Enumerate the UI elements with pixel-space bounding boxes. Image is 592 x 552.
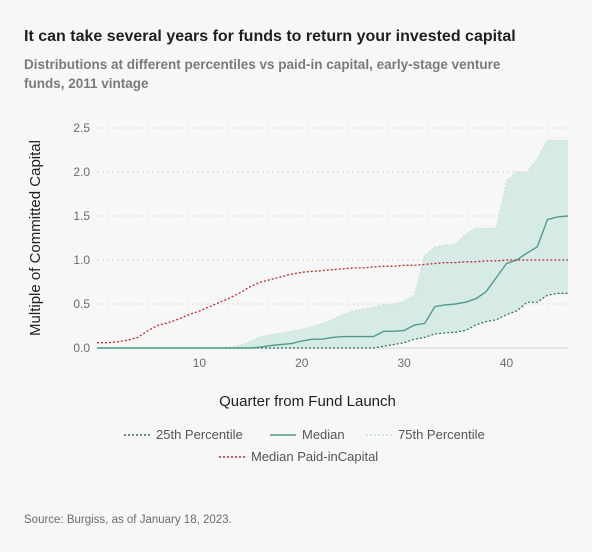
y-axis-label: Multiple of Committed Capital [27,140,44,336]
chart-title: It can take several years for funds to r… [24,28,516,45]
series-line-p75 [97,139,568,349]
series-line-paid-in [97,259,568,344]
y-tick-label: 2.0 [73,165,90,179]
y-tick-labels: 0.0 0.5 1.0 1.5 2.0 2.5 [73,121,90,355]
legend-item-median: Median [270,427,345,442]
x-tick-label: 30 [397,356,411,370]
chart-subtitle: Distributions at different percentiles v… [24,57,501,91]
series-layer [97,139,569,349]
series-line-median [97,215,569,349]
y-tick-label: 0.0 [73,341,90,355]
legend-label: Median Paid-inCapital [251,449,378,464]
y-tick-label: 1.5 [73,209,90,223]
p75-band [97,140,568,348]
legend: 25th Percentile Median 75th Percentile Medi… [124,427,485,464]
y-tick-label: 1.0 [73,253,90,267]
x-tick-label: 10 [193,356,207,370]
y-tick-label: 2.5 [73,121,90,135]
x-tick-labels: 10 20 30 40 [193,356,514,370]
legend-item-p75: 75th Percentile [366,427,485,442]
legend-label: 25th Percentile [156,427,243,442]
legend-label: 75th Percentile [398,427,485,442]
legend-item-p25: 25th Percentile [124,427,243,442]
y-tick-label: 0.5 [73,297,90,311]
x-tick-label: 20 [295,356,309,370]
line-chart: 0.0 0.5 1.0 1.5 2.0 2.5 10 20 30 40 Multiple of … [27,121,569,464]
series-line-p25 [97,292,568,349]
x-axis-label: Quarter from Fund Launch [219,393,396,410]
x-tick-label: 40 [500,356,514,370]
source-note: Source: Burgiss, as of January 18, 2023. [24,514,232,526]
legend-item-paid_in: Median Paid-inCapital [219,449,378,464]
legend-label: Median [302,427,345,442]
